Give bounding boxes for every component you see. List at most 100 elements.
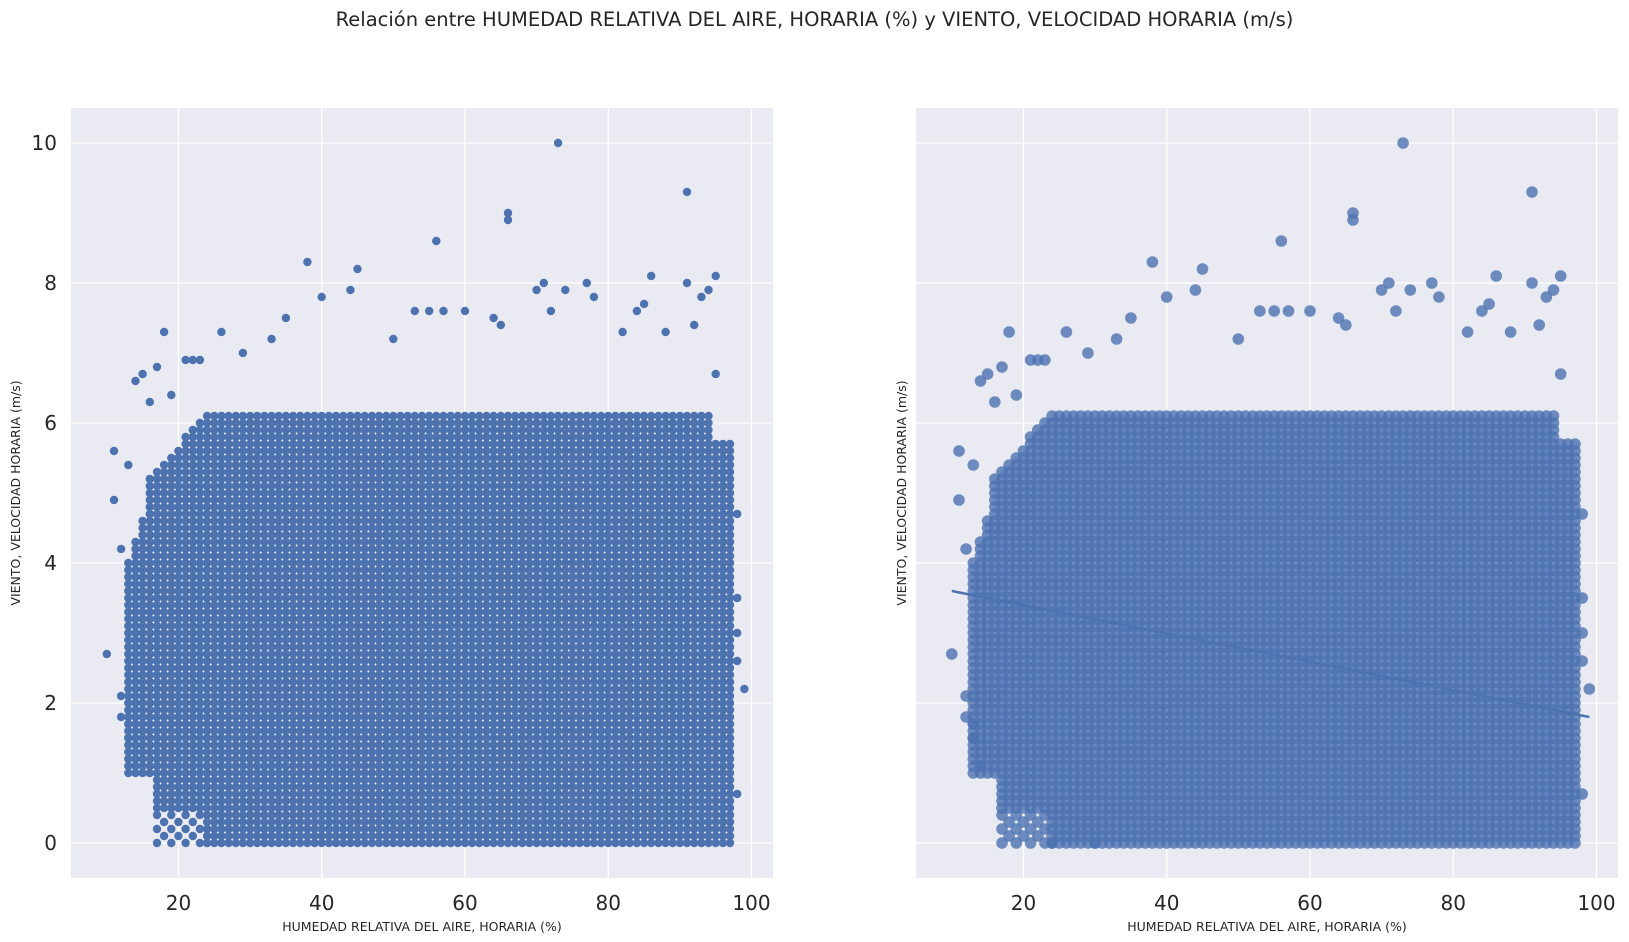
scatter-point xyxy=(152,824,162,834)
scatter-point xyxy=(202,628,212,638)
scatter-point xyxy=(210,586,219,596)
scatter-point xyxy=(152,607,162,617)
scatter-point xyxy=(360,411,369,421)
scatter-point xyxy=(195,621,205,631)
scatter-point xyxy=(202,600,212,610)
scatter-point xyxy=(181,635,190,645)
scatter-point xyxy=(210,530,219,540)
scatter-point xyxy=(167,642,176,652)
scatter-point xyxy=(195,593,205,603)
scatter-point xyxy=(210,649,219,659)
scatter-point xyxy=(159,481,169,491)
scatter-point xyxy=(195,474,205,484)
scatter-point xyxy=(210,411,219,421)
scatter-point xyxy=(217,537,226,547)
scatter-point xyxy=(210,670,219,680)
scatter-point xyxy=(195,670,205,680)
scatter-point xyxy=(453,411,462,421)
scatter-point xyxy=(188,558,197,568)
scatter-point xyxy=(195,523,205,533)
scatter-point xyxy=(181,803,190,813)
scatter-point xyxy=(188,572,197,582)
scatter-point xyxy=(124,586,133,596)
scatter-point xyxy=(210,572,219,582)
scatter-point xyxy=(167,621,176,631)
scatter-point xyxy=(210,719,219,729)
scatter-point xyxy=(131,642,140,652)
scatter-point xyxy=(159,474,169,484)
scatter-point xyxy=(188,481,197,491)
scatter-point xyxy=(181,558,190,568)
scatter-point xyxy=(124,768,133,778)
scatter-point xyxy=(217,810,226,820)
scatter-point xyxy=(167,558,176,568)
scatter-point xyxy=(181,740,190,750)
scatter-point xyxy=(647,411,656,421)
scatter-point xyxy=(188,579,197,589)
scatter-point xyxy=(202,474,212,484)
scatter-point xyxy=(188,670,197,680)
scatter-point xyxy=(181,719,190,729)
scatter-point xyxy=(432,411,441,421)
scatter-point xyxy=(202,775,212,785)
scatter-point xyxy=(138,530,147,540)
scatter-point xyxy=(159,488,169,498)
scatter-point xyxy=(159,656,169,666)
scatter-point xyxy=(174,446,183,456)
scatter-point xyxy=(331,411,341,421)
scatter-point xyxy=(210,803,219,813)
scatter-point xyxy=(210,824,219,834)
scatter-point xyxy=(124,670,133,680)
scatter-point xyxy=(152,474,162,484)
scatter-point xyxy=(210,474,219,484)
scatter-point xyxy=(188,803,197,813)
scatter-point xyxy=(188,782,197,792)
scatter-point xyxy=(174,747,183,757)
scatter-point xyxy=(167,502,176,512)
scatter-point xyxy=(131,684,140,694)
scatter-point xyxy=(195,565,205,575)
scatter-point xyxy=(188,796,197,806)
scatter-point xyxy=(210,453,219,463)
scatter-point xyxy=(195,537,205,547)
scatter-point xyxy=(281,411,291,421)
scatter-point xyxy=(195,495,205,505)
scatter-point xyxy=(138,677,147,687)
scatter-point xyxy=(202,502,212,512)
scatter-point xyxy=(210,439,219,449)
scatter-point xyxy=(138,565,147,575)
scatter-point xyxy=(668,411,677,421)
scatter-point xyxy=(188,642,197,652)
scatter-point xyxy=(174,600,183,610)
scatter-point xyxy=(202,579,212,589)
scatter-point xyxy=(159,572,169,582)
scatter-point xyxy=(195,768,205,778)
scatter-point xyxy=(202,516,212,526)
figure-title: Relación entre HUMEDAD RELATIVA DEL AIRE… xyxy=(335,8,1294,31)
scatter-point xyxy=(131,726,140,736)
scatter-point xyxy=(217,593,226,603)
scatter-point xyxy=(174,698,183,708)
scatter-point xyxy=(195,796,205,806)
scatter-point xyxy=(188,614,197,624)
scatter-point xyxy=(202,740,212,750)
scatter-point xyxy=(188,705,197,715)
scatter-point xyxy=(210,495,219,505)
scatter-point xyxy=(167,740,176,750)
scatter-point xyxy=(181,754,190,764)
scatter-point xyxy=(181,768,190,778)
scatter-point xyxy=(210,544,219,554)
scatter-point xyxy=(210,460,219,470)
scatter-point xyxy=(174,712,183,722)
scatter-point xyxy=(195,642,205,652)
scatter-point xyxy=(188,516,197,526)
scatter-point xyxy=(188,523,197,533)
scatter-point xyxy=(210,628,219,638)
scatter-point xyxy=(217,775,226,785)
scatter-point xyxy=(174,817,183,827)
scatter-point xyxy=(174,558,183,568)
scatter-point xyxy=(202,803,212,813)
scatter-point xyxy=(174,474,183,484)
scatter-point xyxy=(167,824,176,834)
